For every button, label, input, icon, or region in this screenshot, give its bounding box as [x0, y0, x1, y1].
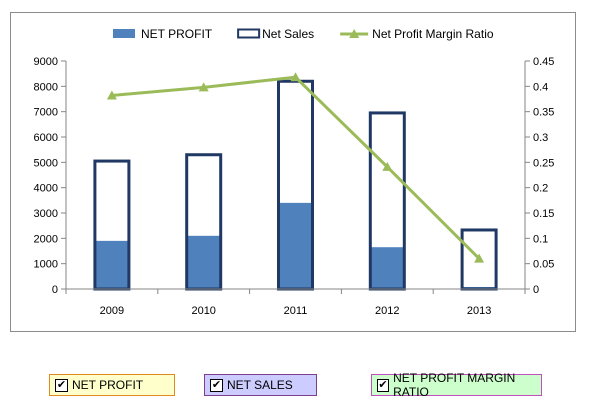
- legend-swatch-net-profit: [113, 29, 135, 38]
- x-tick-label: 2013: [467, 305, 491, 317]
- y-left-tick-label: 4000: [34, 183, 58, 195]
- point-net-profit-margin-ratio-2012: [382, 161, 393, 171]
- y-left-tick-label: 3000: [34, 208, 58, 220]
- y-left-tick-label: 2000: [34, 233, 58, 245]
- net-sales-toggle-label: NET SALES: [227, 378, 293, 392]
- y-right-tick-label: 0.25: [533, 157, 554, 169]
- point-net-profit-margin-ratio-2011: [290, 72, 301, 82]
- point-net-profit-margin-ratio-2010: [198, 82, 209, 92]
- net-profit-margin-ratio-toggle-label: NET PROFIT MARGIN RATIO: [393, 371, 516, 399]
- net-profit-margin-ratio-toggle[interactable]: ✔ NET PROFIT MARGIN RATIO: [371, 371, 542, 399]
- y-left-tick-label: 8000: [34, 81, 58, 93]
- y-left-tick-label: 0: [52, 284, 58, 296]
- bar-net-profit-2011: [278, 202, 313, 289]
- point-net-profit-margin-ratio-2013: [474, 253, 485, 263]
- legend-label-net-profit-margin-ratio: Net Profit Margin Ratio: [372, 27, 494, 41]
- x-tick-label: 2012: [375, 305, 399, 317]
- bar-net-profit-2012: [370, 247, 405, 289]
- legend-label-net-sales: Net Sales: [262, 27, 314, 41]
- bar-net-profit-2010: [186, 235, 221, 289]
- legend-marker-net-profit-margin-ratio: [349, 29, 360, 38]
- net-profit-toggle-label: NET PROFIT: [72, 378, 144, 392]
- legend-label-net-profit: NET PROFIT: [141, 27, 213, 41]
- legend-swatch-net-sales: [237, 28, 261, 39]
- combo-chart: 0 1000 2000 3000 4000 5000 6000 7000 8000 9000 0 0.…: [34, 27, 555, 317]
- y-left-tick-label: 7000: [34, 107, 58, 119]
- y-left-tick-label: 5000: [34, 157, 58, 169]
- net-profit-checkbox[interactable]: ✔: [55, 378, 68, 392]
- net-sales-checkbox[interactable]: ✔: [210, 378, 223, 392]
- y-right-tick-label: 0.45: [533, 56, 554, 68]
- y-left-tick-label: 1000: [34, 259, 58, 271]
- y-right-tick-label: 0.15: [533, 208, 554, 220]
- y-left-tick-label: 9000: [34, 56, 58, 68]
- net-sales-toggle[interactable]: ✔ NET SALES: [204, 374, 317, 396]
- y-right-tick-label: 0.1: [533, 233, 548, 245]
- y-right-tick-label: 0.3: [533, 132, 548, 144]
- y-right-tick-label: 0.2: [533, 183, 548, 195]
- y-right-tick-label: 0.35: [533, 107, 554, 119]
- x-tick-label: 2010: [191, 305, 215, 317]
- x-tick-label: 2011: [284, 305, 308, 317]
- y-right-tick-label: 0.05: [533, 259, 554, 271]
- chart-area: 0 1000 2000 3000 4000 5000 6000 7000 8000 9000 0 0.…: [10, 12, 576, 332]
- bar-net-profit-2009: [94, 240, 129, 289]
- y-right-tick-label: 0.4: [533, 81, 548, 93]
- net-profit-margin-ratio-checkbox[interactable]: ✔: [377, 378, 390, 392]
- net-profit-toggle[interactable]: ✔ NET PROFIT: [49, 374, 175, 396]
- point-net-profit-margin-ratio-2009: [106, 90, 117, 100]
- y-right-tick-label: 0: [533, 284, 539, 296]
- x-tick-label: 2009: [100, 305, 124, 317]
- y-left-tick-label: 6000: [34, 132, 58, 144]
